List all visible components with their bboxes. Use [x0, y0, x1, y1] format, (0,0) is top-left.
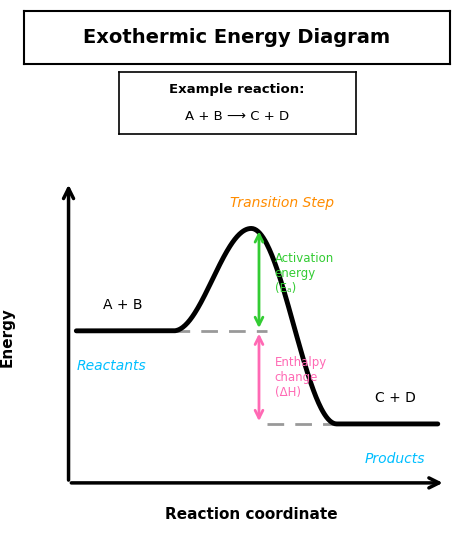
Text: Example reaction:: Example reaction: [169, 83, 305, 96]
Text: C + D: C + D [374, 391, 416, 406]
Text: A + B: A + B [103, 298, 143, 312]
Text: Activation
energy
(Eₐ): Activation energy (Eₐ) [274, 252, 334, 295]
Text: Transition Step: Transition Step [230, 196, 334, 210]
Text: Reaction coordinate: Reaction coordinate [165, 507, 337, 522]
Text: A + B ⟶ C + D: A + B ⟶ C + D [185, 110, 289, 123]
Text: Products: Products [365, 452, 425, 466]
Text: Energy: Energy [0, 307, 15, 367]
Text: Exothermic Energy Diagram: Exothermic Energy Diagram [83, 28, 391, 47]
Text: Reactants: Reactants [76, 359, 146, 373]
Text: Enthalpy
change
(ΔH): Enthalpy change (ΔH) [274, 356, 327, 399]
